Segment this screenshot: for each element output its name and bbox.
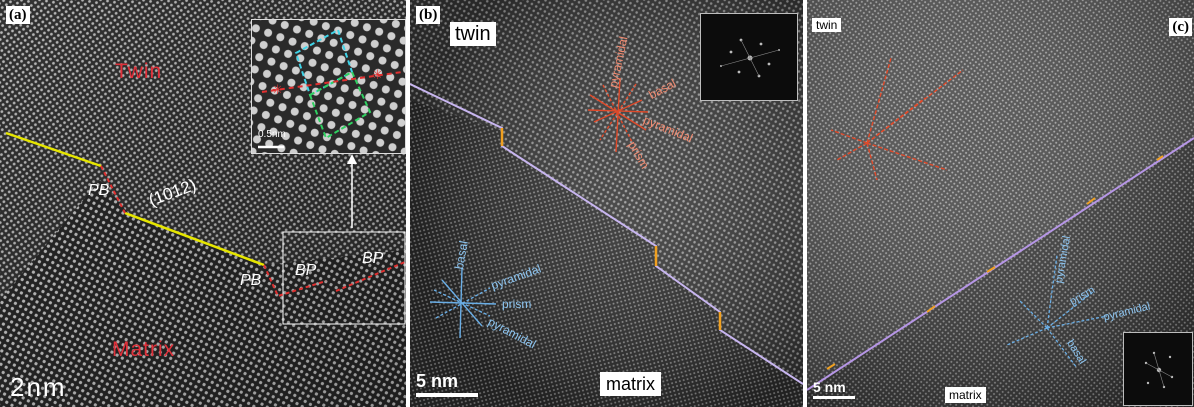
svg-text:✳: ✳: [272, 82, 283, 97]
inset-green-cell: [308, 70, 372, 140]
scale-bar-c: 5 nm: [813, 380, 855, 399]
svg-text:✳: ✳: [372, 67, 383, 82]
scale-line-c: [813, 396, 855, 399]
scale-label-c: 5 nm: [813, 379, 846, 395]
yellow-trace-2: [124, 211, 265, 267]
pb-label-2: PB: [240, 272, 262, 289]
inset-scale-label: 0.5nm: [258, 129, 286, 140]
inset-image: ✳ ✳ 0.5nm: [251, 19, 406, 154]
matrix-star-b: [429, 267, 497, 339]
matrix-label-a: Matrix: [112, 338, 176, 361]
annotation-overlay-a: [5, 131, 406, 325]
twin-label-b: twin: [450, 22, 496, 46]
pb-label-1: PB: [88, 182, 110, 199]
panel-c-tag: (c): [1169, 18, 1192, 36]
red-step-3: [335, 261, 406, 292]
matrix-axis-prism: prism: [502, 297, 532, 311]
panel-c: twin (c) matrix pyramidal prism pyramida…: [807, 0, 1194, 407]
steps-orange-c: [826, 155, 1164, 370]
scale-line-b: [416, 393, 478, 397]
scale-bar-b: 5 nm: [416, 372, 478, 397]
fft-inset-b: [700, 13, 798, 101]
red-step-1: [100, 165, 126, 214]
scale-label-b: 5 nm: [416, 371, 459, 391]
selection-box: [282, 231, 406, 325]
bp-label-2: BP: [362, 250, 384, 267]
twin-star-c: [830, 57, 964, 181]
yellow-trace-1: [5, 131, 102, 168]
fft-inset-c: [1123, 332, 1193, 406]
panel-a-tag: (a): [6, 6, 30, 24]
bp-label-1: BP: [295, 262, 317, 279]
inset-boundary: [261, 71, 403, 93]
panel-b: twin matrix (b) pyramidal basal pyramida…: [410, 0, 803, 407]
panel-a: ✳ ✳ 0.5nm (a) Twin Matrix (1012) PB PB B…: [0, 0, 406, 407]
inset-cyan-cell: [294, 28, 354, 97]
panel-b-tag: (b): [416, 6, 441, 24]
scale-label-a: 2nm: [10, 372, 67, 402]
twin-boundary-c: [807, 137, 1194, 391]
matrix-label-b: matrix: [600, 372, 661, 396]
matrix-label-c: matrix: [945, 387, 986, 403]
matrix-star-c: [1006, 254, 1108, 369]
twin-label-c: twin: [812, 18, 842, 32]
twin-star-b: [587, 77, 649, 153]
twin-label-a: Twin: [115, 60, 163, 83]
